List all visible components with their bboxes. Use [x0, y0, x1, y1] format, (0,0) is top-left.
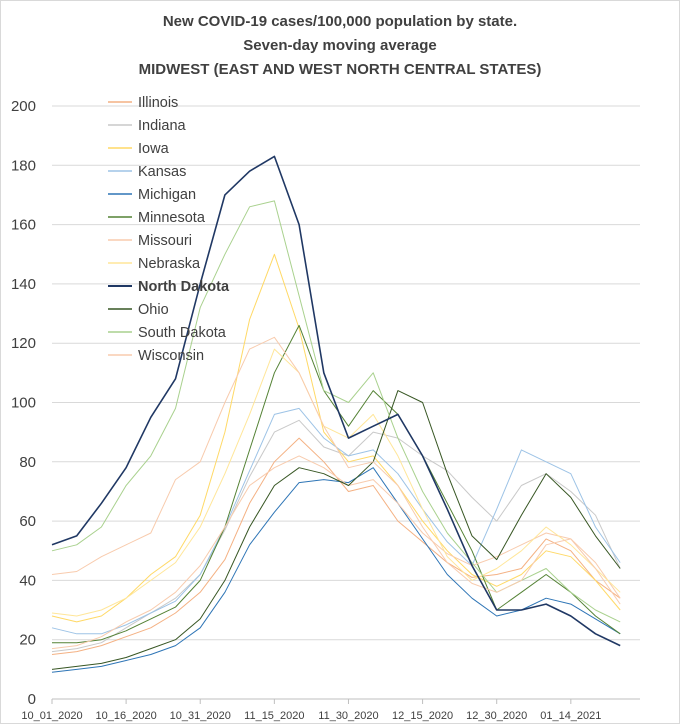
x-tick-label: 11_30_2020 [318, 710, 378, 722]
legend-label: Minnesota [138, 210, 206, 226]
series-line-nebraska [51, 348, 621, 617]
legend-label: Iowa [138, 141, 170, 157]
x-tick-label: 12_30_2020 [466, 710, 527, 722]
legend-label: Kansas [138, 164, 186, 180]
x-tick-label: 10_01_2020 [21, 710, 82, 722]
y-tick-label: 40 [19, 572, 36, 589]
chart-title: New COVID-19 cases/100,000 population by… [139, 13, 542, 78]
y-tick-label: 20 [19, 632, 36, 649]
x-tick-label: 11_15_2020 [244, 710, 304, 722]
y-tick-label: 100 [11, 395, 36, 412]
x-tick-label: 10_31_2020 [170, 710, 231, 722]
x-tick-label: 12_15_2020 [392, 710, 453, 722]
x-tick-label: 01_14_2021 [540, 710, 601, 722]
y-tick-label: 160 [11, 217, 36, 234]
y-tick-label: 60 [19, 513, 36, 530]
series-line-north-dakota [51, 155, 621, 647]
series-line-minnesota [52, 324, 621, 644]
legend-label: Missouri [138, 233, 192, 249]
legend-label: Michigan [138, 187, 196, 203]
legend-label: South Dakota [138, 325, 227, 341]
legend: Illinois Indiana Iowa Kansas Michigan Minneso… [108, 95, 230, 364]
title-line-1: New COVID-19 cases/100,000 population by… [163, 13, 517, 30]
legend-label: Indiana [138, 118, 187, 134]
legend-label: Wisconsin [138, 348, 204, 364]
legend-label: Illinois [138, 95, 178, 111]
title-line-3: MIDWEST (EAST AND WEST NORTH CENTRAL STA… [139, 61, 542, 78]
y-axis: 0 20 40 60 80 100 120 140 160 180 200 [11, 98, 36, 708]
series-line-ohio [51, 390, 621, 670]
y-tick-label: 80 [19, 454, 36, 471]
series-line-michigan [51, 467, 621, 673]
legend-label: Nebraska [138, 256, 201, 272]
y-tick-label: 0 [28, 691, 36, 708]
y-tick-label: 140 [11, 276, 36, 293]
y-tick-label: 200 [11, 98, 36, 115]
x-tick-label: 10_16_2020 [96, 710, 157, 722]
legend-label: North Dakota [138, 279, 230, 295]
series-lines [51, 155, 621, 673]
series-line-missouri [51, 455, 621, 650]
x-axis: 10_01_2020 10_16_2020 10_31_2020 11_15_2020… [21, 698, 640, 722]
y-tick-label: 120 [11, 335, 36, 352]
legend-label: Ohio [138, 302, 169, 318]
series-line-wisconsin [51, 336, 621, 605]
title-line-2: Seven-day moving average [243, 37, 436, 54]
y-tick-label: 180 [11, 157, 36, 174]
series-line-south-dakota [51, 200, 621, 623]
